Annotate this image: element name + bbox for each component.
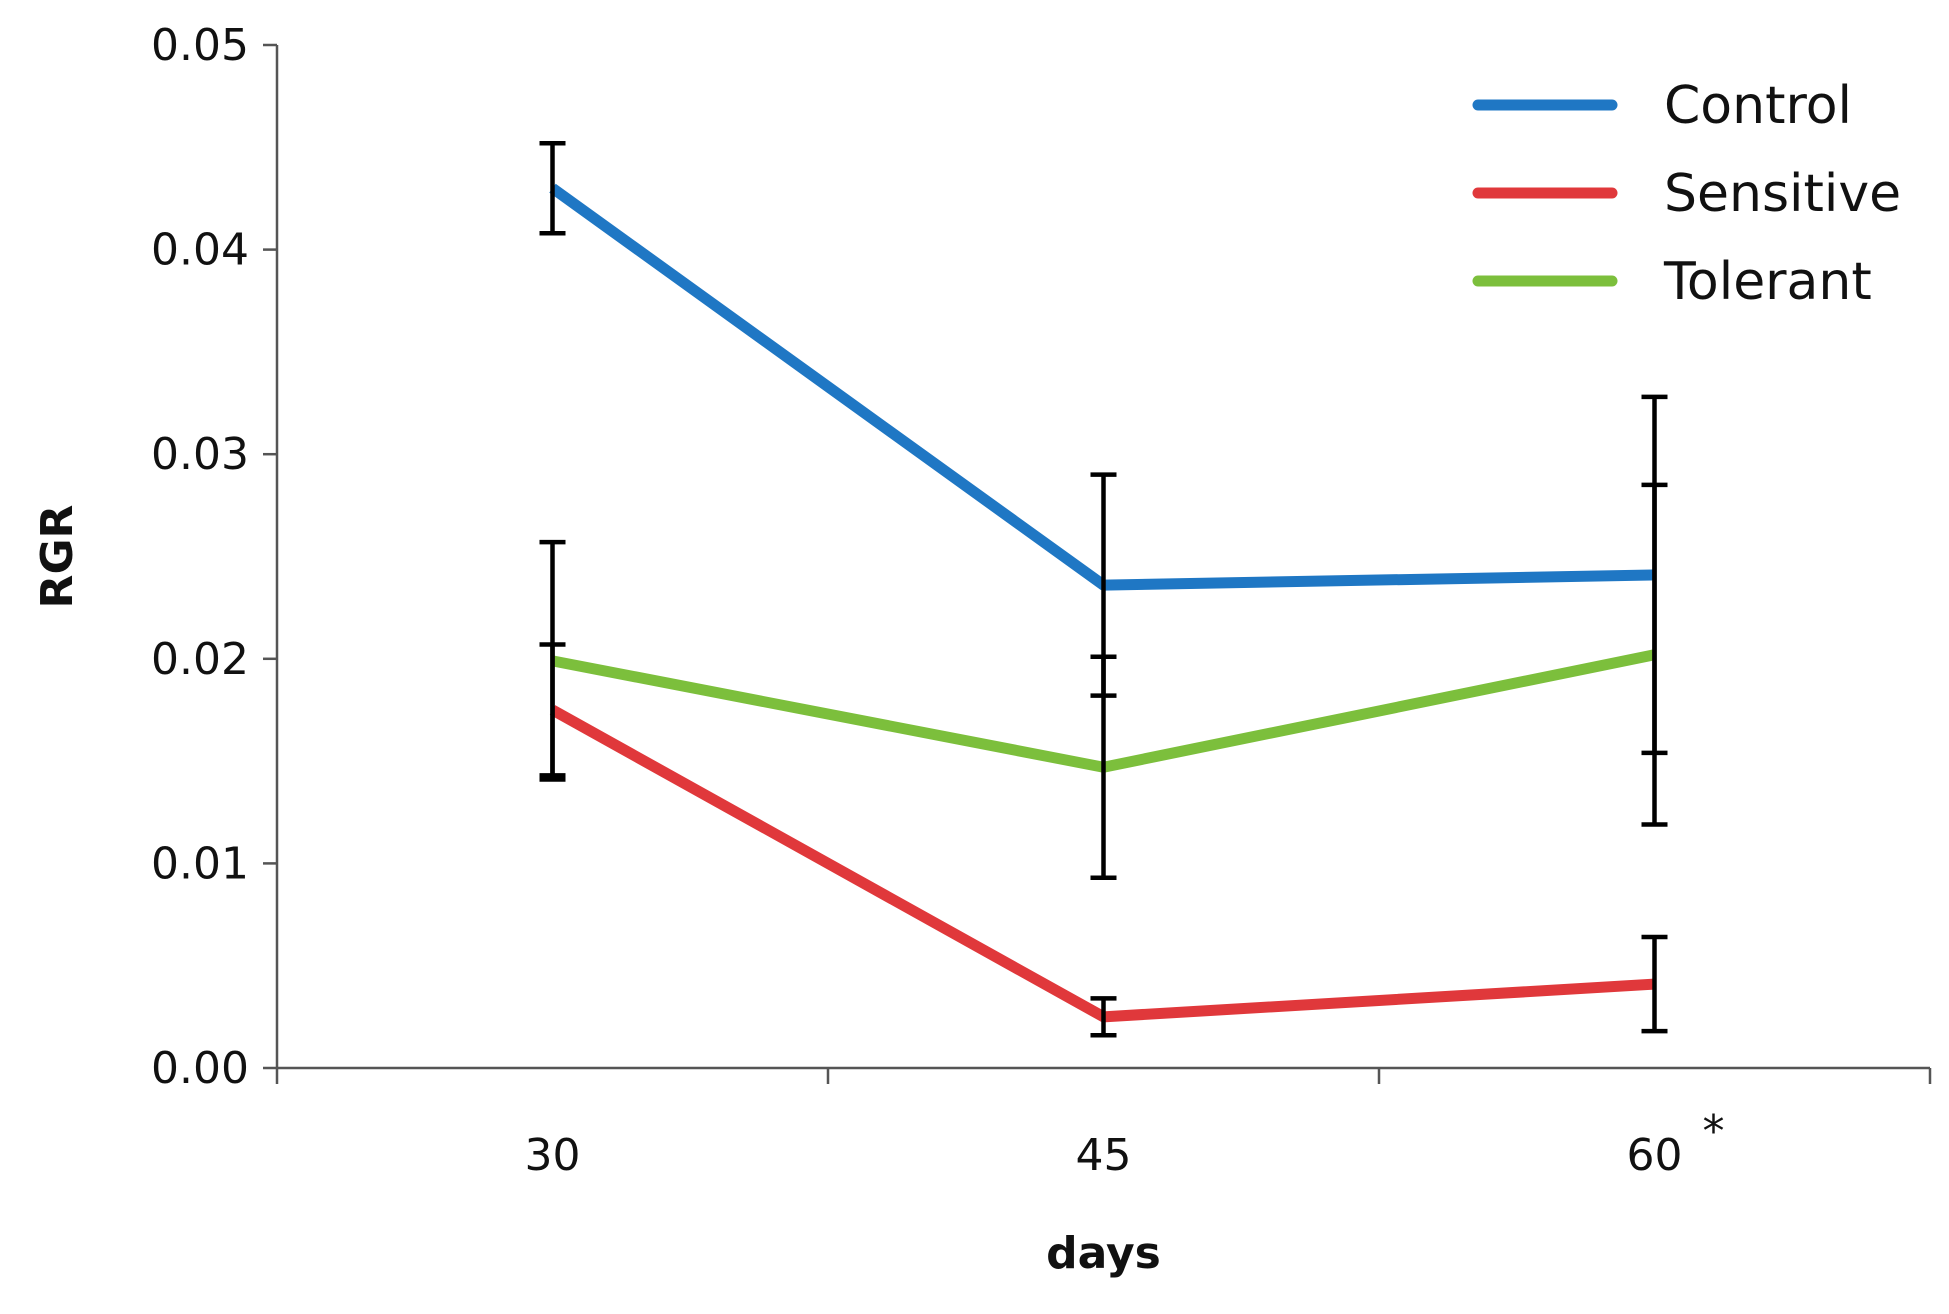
x-tick-label: 30 — [525, 1130, 581, 1181]
x-tick-label: 45 — [1076, 1130, 1132, 1181]
legend-item-tolerant: Tolerant — [1472, 252, 1872, 312]
x-axis-title: days — [1046, 1228, 1161, 1279]
y-tick-label: 0.02 — [151, 634, 249, 685]
error-bar-tolerant — [1090, 654, 1117, 880]
x-ticks: 30 45 60 * — [275, 1068, 1932, 1181]
y-ticks: 0.00 0.01 0.02 0.03 0.04 0.05 — [151, 20, 277, 1094]
legend: Control Sensitive Tolerant — [1472, 76, 1901, 312]
x-tick-footnote-mark: * — [1703, 1106, 1725, 1157]
y-axis-title: RGR — [32, 505, 83, 609]
error-bar-sensitive — [1090, 996, 1117, 1038]
legend-label: Tolerant — [1663, 252, 1872, 312]
y-tick-label: 0.01 — [151, 838, 249, 889]
error-bars — [539, 140, 1668, 1038]
legend-label: Sensitive — [1664, 164, 1901, 224]
axes — [275, 45, 1930, 1070]
y-tick-label: 0.05 — [151, 20, 249, 71]
error-bar-tolerant — [1641, 482, 1668, 827]
error-bar-tolerant — [539, 539, 566, 782]
y-tick-label: 0.03 — [151, 429, 249, 480]
x-tick-label: 60 — [1627, 1130, 1683, 1181]
y-tick-label: 0.04 — [151, 225, 249, 276]
legend-label: Control — [1664, 76, 1852, 136]
legend-item-sensitive: Sensitive — [1472, 164, 1901, 224]
legend-item-control: Control — [1472, 76, 1852, 136]
error-bar-sensitive — [1641, 934, 1668, 1034]
y-tick-label: 0.00 — [151, 1043, 249, 1094]
error-bar-control — [539, 140, 566, 236]
